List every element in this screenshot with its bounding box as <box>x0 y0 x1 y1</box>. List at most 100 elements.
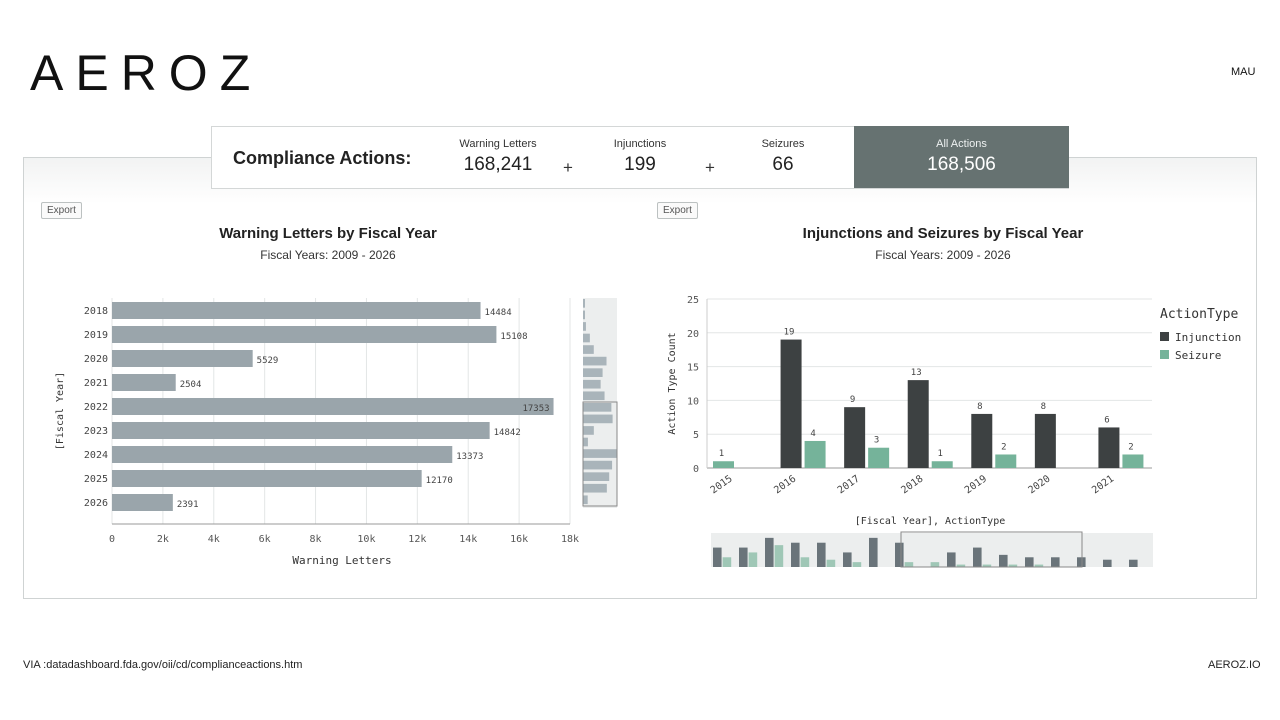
warning-letters-label: Warning Letters <box>459 138 537 150</box>
x-tick-label: 2021 <box>1090 473 1116 496</box>
bar-seizure <box>868 447 890 468</box>
overview-bar <box>583 322 586 331</box>
y-tick-label: 2024 <box>84 450 108 461</box>
overview-bar-seizure <box>1034 564 1044 567</box>
overview-bar-injunction <box>999 554 1008 567</box>
bar-seizure <box>713 461 734 468</box>
y-tick-label: 15 <box>687 363 699 374</box>
warning-letters-value: 168,241 <box>463 154 533 175</box>
bar <box>112 494 173 511</box>
overview-bar-injunction <box>817 542 826 567</box>
chart1-title: Warning Letters by Fiscal Year <box>219 225 437 242</box>
data-label: 13373 <box>456 452 483 462</box>
data-label: 3 <box>874 436 879 446</box>
bar <box>112 422 490 439</box>
x-tick-label: 2019 <box>963 473 989 496</box>
footer-site: AEROZ.IO <box>1208 659 1261 671</box>
data-label: 2 <box>1001 442 1006 452</box>
x-tick-label: 12k <box>408 534 426 545</box>
overview-bar-injunction <box>843 552 852 567</box>
overview-bar-seizure <box>722 557 732 567</box>
header-tag: MAU <box>1231 66 1256 78</box>
data-label: 14842 <box>494 428 521 438</box>
overview-bar-injunction <box>947 552 956 567</box>
x-tick-label: 8k <box>310 534 322 545</box>
x-tick-label: 16k <box>510 534 528 545</box>
bar <box>112 446 453 463</box>
summary-title: Compliance Actions: <box>233 148 412 168</box>
compliance-summary-bar: Compliance Actions: Warning Letters 168,… <box>211 126 1069 189</box>
seizures-label: Seizures <box>761 138 805 150</box>
overview-bar <box>583 310 585 320</box>
bar-seizure <box>931 461 953 468</box>
overview-bar-injunction <box>739 547 748 567</box>
overview-bar-seizure <box>982 564 992 567</box>
x-tick-label: 14k <box>459 534 477 545</box>
overview-bar-seizure <box>774 545 784 567</box>
injunctions-seizures-chart: 0 5 10 15 20 25 1 2015 19 4 2016 9 3 2017 13 1 2018 8 2 201… <box>667 295 1241 568</box>
overview-bar-seizure <box>956 564 966 567</box>
injunctions-metric: Injunctions 199 <box>580 138 700 176</box>
legend-item: Seizure <box>1175 349 1221 362</box>
overview-bar <box>583 379 601 389</box>
overview-bar <box>583 483 607 493</box>
overview-bar <box>583 495 588 505</box>
export-button-injunctions[interactable]: Export <box>657 202 698 219</box>
overview-bar <box>583 472 610 481</box>
all-actions-metric: All Actions 168,506 <box>854 126 1069 188</box>
y-tick-label: 5 <box>693 430 699 441</box>
data-label: 8 <box>977 402 982 412</box>
overview-bar-seizure <box>826 559 836 567</box>
overview-brush <box>900 531 1083 568</box>
all-actions-label: All Actions <box>936 138 987 150</box>
overview-bar-injunction <box>895 542 904 567</box>
x-tick-label: 2018 <box>899 473 925 496</box>
injunctions-value: 199 <box>624 154 656 175</box>
overview-bar <box>583 299 585 308</box>
y-axis-title: [Fiscal Year] <box>55 372 66 450</box>
y-tick-label: 20 <box>687 329 699 340</box>
y-tick-label: 2021 <box>84 378 108 389</box>
y-tick-label: 2023 <box>84 426 108 437</box>
data-label: 5529 <box>257 356 279 366</box>
data-label: 9 <box>850 395 855 405</box>
overview-bar <box>583 460 613 470</box>
legend-swatch <box>1160 332 1169 341</box>
all-actions-value: 168,506 <box>927 154 996 175</box>
data-label: 6 <box>1104 415 1109 425</box>
warning-letters-chart: 0 2k 4k 6k 8k 10k 12k 14k 16k 18k 2018 14484 2019 151… <box>55 298 618 567</box>
legend-title: ActionType <box>1160 307 1238 322</box>
overview-bar-seizure <box>852 562 862 567</box>
x-tick-label: 0 <box>109 534 115 545</box>
bar <box>112 398 554 415</box>
data-label: 2 <box>1128 442 1133 452</box>
y-tick-label: 0 <box>693 464 699 475</box>
overview-bar <box>583 437 588 447</box>
export-button-warning-letters[interactable]: Export <box>41 202 82 219</box>
bar-seizure <box>804 440 826 468</box>
x-tick-label: 2020 <box>1027 473 1053 496</box>
footer-source: VIA :datadashboard.fda.gov/oii/cd/compli… <box>23 659 303 671</box>
y-tick-label: 2022 <box>84 402 108 413</box>
chart2-subtitle: Fiscal Years: 2009 - 2026 <box>875 248 1011 262</box>
bar <box>112 470 422 487</box>
bar-seizure <box>1122 454 1144 468</box>
overview-bar-injunction <box>1025 557 1034 567</box>
x-tick-label: 2k <box>157 534 169 545</box>
chart1-subtitle: Fiscal Years: 2009 - 2026 <box>260 248 396 262</box>
bar <box>112 302 481 319</box>
bar <box>112 326 497 343</box>
chart2-title: Injunctions and Seizures by Fiscal Year <box>802 225 1084 242</box>
overview-bar <box>583 414 613 424</box>
bar-injunction <box>1098 427 1120 468</box>
y-tick-label: 2018 <box>84 306 108 317</box>
seizures-value: 66 <box>772 154 794 175</box>
bar-seizure <box>995 454 1017 468</box>
overview-bar-injunction <box>1103 559 1112 567</box>
x-tick-label: 10k <box>357 534 375 545</box>
overview-bar-seizure <box>748 552 758 567</box>
data-label: 8 <box>1041 402 1046 412</box>
y-tick-label: 2025 <box>84 474 108 485</box>
bar-injunction <box>780 339 802 468</box>
y-tick-label: 2026 <box>84 498 108 509</box>
